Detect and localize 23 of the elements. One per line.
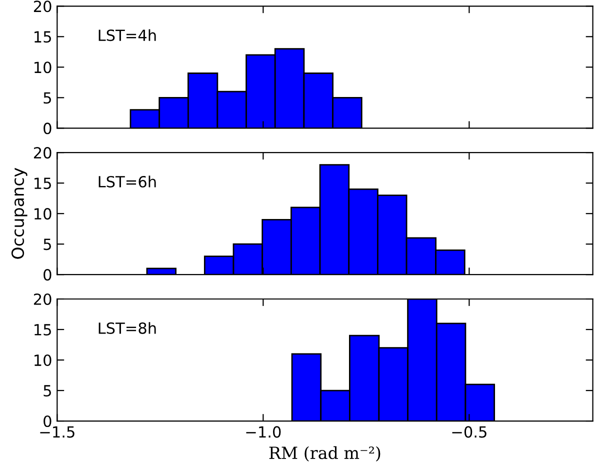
annotation: LST=8h — [98, 322, 156, 334]
y-tick-label: 10 — [34, 208, 52, 220]
annotation: LST=6h — [98, 176, 156, 188]
y-tick-label: 0 — [44, 122, 52, 134]
y-tick-label: 20 — [34, 147, 52, 159]
x-tick-label: −0.5 — [452, 426, 486, 438]
y-tick-label: 10 — [34, 354, 52, 366]
y-tick-label: 5 — [44, 238, 51, 250]
y-tick-label: 15 — [34, 324, 51, 336]
y-tick-label: 20 — [34, 0, 52, 12]
y-tick-label: 20 — [34, 293, 52, 306]
y-tick-label: 5 — [44, 92, 51, 104]
x-tick-label: −1.5 — [40, 426, 74, 438]
y-tick-label: 5 — [44, 385, 51, 397]
y-axis-title: Occupancy — [11, 168, 28, 259]
y-tick-label: 0 — [44, 415, 52, 428]
y-tick-label: 15 — [34, 178, 51, 190]
x-axis-title: RM (rad m⁻²) — [269, 446, 380, 462]
y-tick-label: 15 — [34, 31, 51, 43]
y-tick-label: 0 — [44, 269, 52, 281]
annotation: LST=4h — [98, 29, 156, 42]
y-tick-label: 10 — [34, 62, 52, 74]
x-tick-label: −1.0 — [246, 426, 281, 438]
